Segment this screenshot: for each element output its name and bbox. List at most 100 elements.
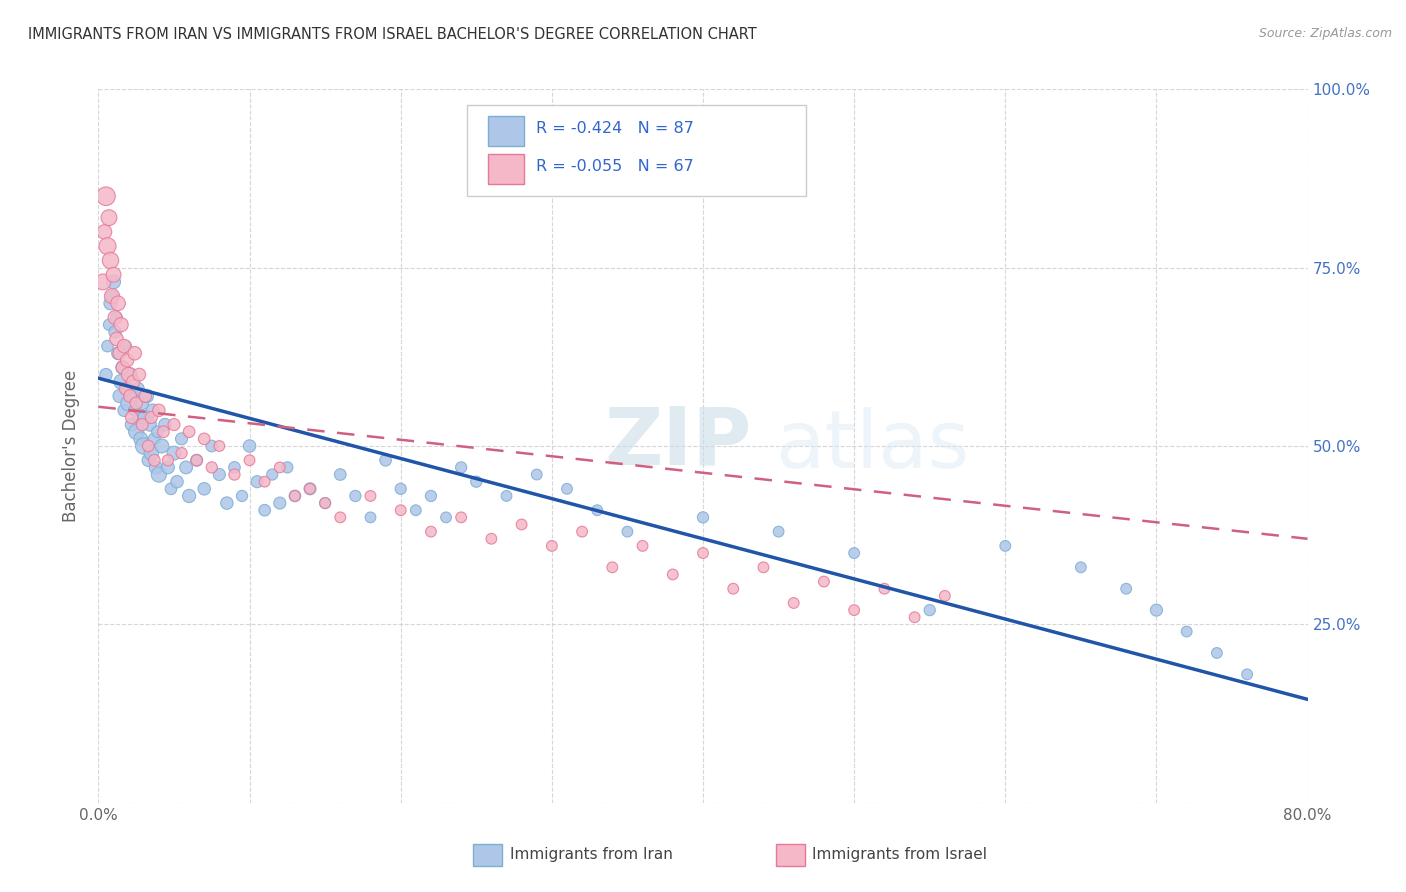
Point: [201, 439, 224, 453]
Point: [170, 432, 193, 446]
Point: [208, 439, 231, 453]
Point: [586, 503, 609, 517]
Point: [1070, 560, 1092, 574]
Point: [602, 560, 624, 574]
Point: [111, 360, 134, 375]
Point: [139, 417, 162, 432]
Point: [166, 475, 188, 489]
Point: [253, 475, 276, 489]
Point: [127, 382, 149, 396]
Point: [91, 275, 114, 289]
Point: [186, 453, 208, 467]
Point: [344, 489, 367, 503]
Point: [150, 439, 173, 453]
Point: [844, 546, 866, 560]
Bar: [488, 154, 524, 185]
Text: ZIP: ZIP: [605, 403, 751, 482]
Point: [329, 467, 352, 482]
Point: [112, 403, 135, 417]
Text: atlas: atlas: [776, 407, 970, 485]
Point: [934, 589, 956, 603]
Text: R = -0.424   N = 87: R = -0.424 N = 87: [536, 121, 695, 136]
Point: [783, 596, 806, 610]
Point: [141, 446, 163, 460]
Point: [239, 439, 262, 453]
Point: [118, 396, 141, 410]
Point: [374, 453, 396, 467]
Point: [284, 489, 307, 503]
Point: [253, 503, 276, 517]
Point: [122, 389, 145, 403]
Point: [101, 289, 124, 303]
Point: [1115, 582, 1137, 596]
Point: [115, 353, 138, 368]
Point: [246, 475, 269, 489]
Point: [526, 467, 548, 482]
Point: [299, 482, 322, 496]
Point: [114, 382, 136, 396]
Point: [314, 496, 336, 510]
Point: [1206, 646, 1229, 660]
Point: [163, 417, 186, 432]
Point: [121, 410, 143, 425]
Point: [540, 539, 562, 553]
Point: [96, 239, 118, 253]
Point: [360, 510, 382, 524]
Point: [450, 460, 472, 475]
Point: [142, 403, 165, 417]
Point: [135, 389, 157, 403]
Point: [208, 467, 231, 482]
Point: [136, 439, 159, 453]
Point: [156, 460, 179, 475]
Point: [100, 296, 122, 310]
Point: [107, 346, 129, 360]
Point: [125, 425, 148, 439]
Point: [405, 503, 427, 517]
Point: [215, 496, 238, 510]
Point: [555, 482, 578, 496]
Point: [201, 460, 224, 475]
Point: [360, 489, 382, 503]
Point: [269, 496, 291, 510]
Point: [389, 482, 412, 496]
Point: [465, 475, 488, 489]
Point: [389, 503, 412, 517]
Point: [284, 489, 307, 503]
Point: [132, 439, 155, 453]
Point: [98, 318, 121, 332]
Text: IMMIGRANTS FROM IRAN VS IMMIGRANTS FROM ISRAEL BACHELOR'S DEGREE CORRELATION CHA: IMMIGRANTS FROM IRAN VS IMMIGRANTS FROM …: [28, 27, 756, 42]
Point: [314, 496, 336, 510]
Bar: [776, 844, 804, 865]
Point: [104, 310, 127, 325]
Point: [170, 446, 193, 460]
Point: [98, 211, 121, 225]
Point: [110, 318, 132, 332]
Point: [1236, 667, 1258, 681]
Point: [153, 417, 176, 432]
Text: Immigrants from Israel: Immigrants from Israel: [811, 847, 987, 863]
Point: [1175, 624, 1198, 639]
Point: [152, 425, 174, 439]
Point: [420, 489, 443, 503]
Point: [128, 368, 150, 382]
Point: [120, 389, 142, 403]
Point: [692, 510, 714, 524]
Point: [873, 582, 896, 596]
Point: [174, 460, 197, 475]
Point: [269, 460, 291, 475]
Point: [131, 417, 153, 432]
Point: [193, 432, 215, 446]
Point: [844, 603, 866, 617]
Point: [179, 425, 201, 439]
Point: [918, 603, 941, 617]
Point: [224, 467, 246, 482]
Point: [723, 582, 745, 596]
Point: [994, 539, 1017, 553]
Text: Source: ZipAtlas.com: Source: ZipAtlas.com: [1258, 27, 1392, 40]
Point: [768, 524, 790, 539]
Point: [329, 510, 352, 524]
Point: [118, 368, 141, 382]
Point: [108, 346, 131, 360]
Point: [107, 296, 129, 310]
Point: [134, 389, 156, 403]
